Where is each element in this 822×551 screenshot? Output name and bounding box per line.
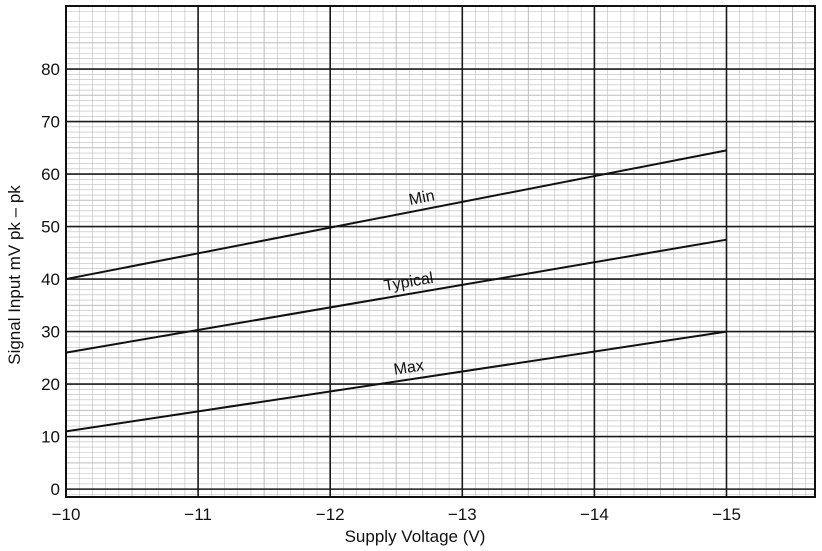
x-tick-label: −12: [316, 505, 345, 524]
series-line-min: [65, 149, 727, 281]
y-tick-label: 40: [41, 270, 60, 289]
x-tick-label: −10: [52, 505, 81, 524]
y-tick-label: 60: [41, 165, 60, 184]
y-tick-label: 80: [41, 60, 60, 79]
y-axis-title: Signal Input mV pk – pk: [5, 185, 24, 365]
series-label-min: Min: [408, 187, 437, 209]
plot-frame: [65, 5, 816, 498]
x-tick-labels: −10 −11 −12 −13 −14 −15: [52, 505, 741, 524]
y-tick-label: 10: [41, 428, 60, 447]
y-tick-label: 50: [41, 218, 60, 237]
x-axis-title: Supply Voltage (V): [345, 527, 486, 546]
series-line-max: [65, 330, 727, 433]
y-tick-label: 30: [41, 323, 60, 342]
x-tick-label: −13: [448, 505, 477, 524]
x-tick-label: −14: [580, 505, 609, 524]
y-tick-label: 20: [41, 375, 60, 394]
x-tick-label: −15: [712, 505, 741, 524]
x-tick-label: −11: [184, 505, 212, 524]
series-line-typical: [65, 238, 727, 354]
y-tick-labels: 0 10 20 30 40 50 60 70 80: [41, 60, 60, 499]
series-label-max: Max: [393, 357, 425, 378]
y-tick-label: 70: [41, 113, 60, 132]
series-lines: [65, 149, 727, 433]
y-tick-label: 0: [51, 480, 60, 499]
